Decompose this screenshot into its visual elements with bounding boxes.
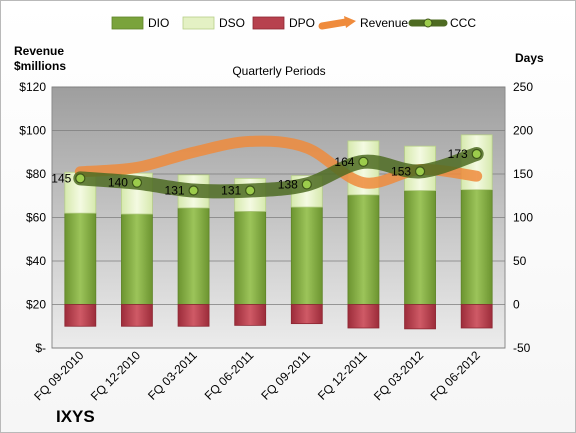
category-label: FQ 06-2011 — [202, 348, 257, 403]
legend-label-dso: DSO — [219, 16, 245, 30]
left-tick-label: $80 — [26, 167, 46, 181]
legend-swatch-dpo — [252, 16, 285, 30]
ccc-data-label: 140 — [108, 176, 128, 190]
category-label: FQ 06-2012 — [428, 348, 483, 403]
right-tick-label: 50 — [513, 254, 527, 268]
left-tick-label: $40 — [26, 254, 46, 268]
category-label: FQ 03-2011 — [145, 348, 200, 403]
right-tick-label: 100 — [513, 211, 533, 225]
category-label: FQ 09-2010 — [31, 348, 86, 403]
right-tick-label: -50 — [513, 341, 531, 355]
legend-label-ccc: CCC — [450, 16, 476, 30]
left-tick-label: $120 — [19, 80, 46, 94]
right-tick-label: 200 — [513, 124, 533, 138]
right-axis-label: Days — [515, 51, 544, 65]
ccc-series: 145 140 131 131 138 164 153 173 — [51, 146, 484, 199]
bar-dio — [404, 190, 436, 305]
legend-swatch-dso — [182, 16, 215, 30]
bar-dio — [290, 206, 323, 305]
bar-dpo — [347, 304, 380, 329]
left-tick-label: $20 — [26, 298, 46, 312]
ccc-data-label: 153 — [391, 164, 411, 178]
legend-label-dpo: DPO — [289, 16, 315, 30]
chart-title: Quarterly Periods — [232, 64, 325, 78]
bar-dio — [347, 194, 380, 305]
ccc-point — [301, 179, 312, 190]
category-label: FQ 03-2012 — [371, 348, 426, 403]
bar-dpo — [460, 304, 493, 329]
ccc-data-label: 164 — [334, 155, 354, 169]
left-tick-label: $100 — [19, 124, 46, 138]
legend-swatch-dio — [111, 16, 144, 30]
ccc-data-label: 145 — [51, 171, 71, 185]
bar-dpo — [64, 304, 97, 327]
ccc-data-label: 131 — [221, 184, 241, 198]
ccc-point — [75, 173, 86, 184]
ccc-data-label: 131 — [165, 184, 185, 198]
legend-label-revenue: Revenue — [360, 16, 408, 30]
right-tick-label: 250 — [513, 80, 533, 94]
category-label: FQ 09-2011 — [258, 348, 313, 403]
legend: DIO DSO DPO Revenue CCC — [111, 16, 476, 30]
bar-dpo — [177, 304, 210, 327]
legend-arrowhead — [344, 16, 356, 28]
bar-dio — [234, 211, 267, 305]
ccc-point — [245, 185, 256, 196]
legend-swatch-revenue — [318, 18, 350, 30]
ccc-data-label: 138 — [278, 177, 298, 191]
legend-marker — [423, 18, 433, 28]
bar-dpo — [404, 304, 436, 330]
category-label: FQ 12-2010 — [88, 348, 143, 403]
ccc-point — [188, 185, 199, 196]
bar-series — [64, 134, 493, 330]
company-name: IXYS — [56, 407, 95, 426]
left-axis-label-line2: $millions — [14, 59, 66, 73]
ccc-point — [131, 177, 143, 188]
legend-label-dio: DIO — [148, 16, 169, 30]
bar-dio — [460, 189, 493, 305]
ccc-point — [358, 156, 369, 167]
bar-dpo — [290, 304, 323, 325]
bar-dio — [64, 212, 97, 305]
left-tick-label: $- — [35, 341, 46, 355]
ccc-point — [471, 148, 482, 160]
left-axis-label-line1: Revenue — [14, 44, 64, 58]
ccc-point — [414, 166, 426, 177]
bar-dio — [177, 207, 210, 305]
bar-dpo — [121, 304, 153, 327]
right-tick-label: 0 — [513, 298, 520, 312]
right-tick-label: 150 — [513, 167, 533, 181]
left-tick-label: $60 — [26, 211, 46, 225]
category-label: FQ 12-2011 — [315, 348, 370, 403]
bar-dpo — [234, 304, 267, 326]
ccc-data-label: 173 — [448, 147, 468, 161]
bar-dio — [121, 213, 153, 305]
